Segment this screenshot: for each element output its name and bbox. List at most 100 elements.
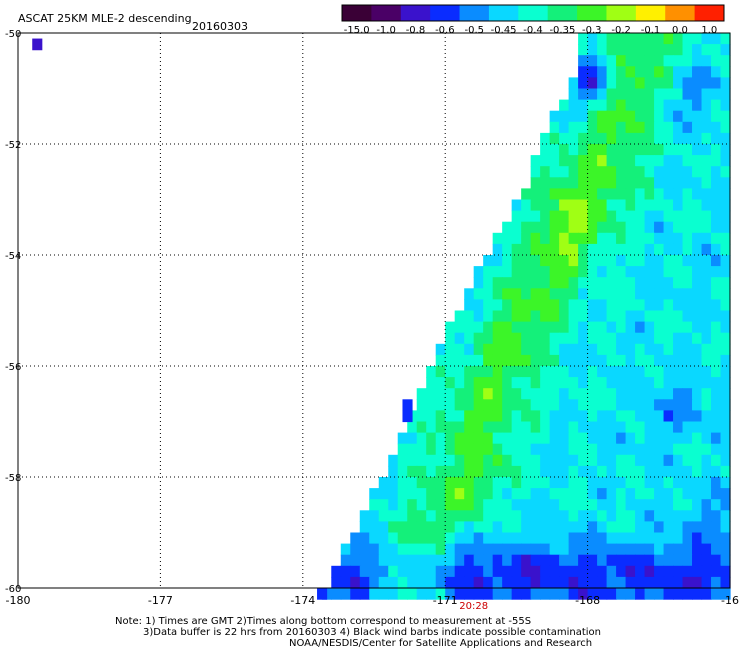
data-cell: [635, 77, 646, 90]
data-cell: [559, 366, 570, 378]
data-cell: [511, 199, 522, 212]
data-cell: [397, 432, 408, 445]
data-cell: [540, 321, 551, 334]
data-cell: [521, 443, 532, 456]
data-cell: [426, 399, 437, 411]
data-cell: [673, 55, 684, 67]
data-cell: [521, 255, 532, 267]
data-cell: [530, 299, 541, 312]
data-cell: [559, 499, 570, 511]
colorbar-swatch: [518, 5, 549, 21]
data-cell: [673, 443, 684, 456]
data-cell: [568, 399, 579, 411]
data-cell: [625, 110, 636, 123]
data-cell: [682, 421, 693, 434]
data-cell: [635, 155, 646, 167]
data-cell: [549, 421, 560, 434]
data-cell: [654, 366, 665, 378]
data-cell: [359, 510, 370, 522]
data-cell: [568, 310, 579, 323]
data-cell: [483, 277, 494, 289]
data-cell: [549, 454, 560, 467]
data-cell: [407, 443, 418, 456]
data-cell: [426, 554, 437, 567]
data-cell: [606, 354, 617, 367]
data-cell: [473, 521, 484, 534]
data-cell: [568, 299, 579, 312]
data-cell: [616, 144, 627, 156]
colorbar-swatch: [400, 5, 431, 21]
data-cell: [654, 543, 665, 556]
data-cell: [435, 576, 446, 589]
data-cell: [587, 321, 598, 334]
data-cell: [473, 576, 484, 589]
data-cell: [654, 388, 665, 400]
data-cell: [654, 166, 665, 178]
data-cell: [549, 554, 560, 567]
data-cell: [568, 121, 579, 134]
data-cell: [454, 399, 465, 411]
data-cell: [549, 310, 560, 323]
data-cell: [464, 321, 475, 334]
data-cell: [692, 354, 703, 367]
data-cell: [511, 255, 522, 267]
data-cell: [635, 232, 646, 245]
data-cell: [454, 554, 465, 567]
data-cell: [511, 576, 522, 589]
data-cell: [654, 532, 665, 545]
data-cell: [673, 255, 684, 267]
data-cell: [454, 543, 465, 556]
data-cell: [701, 166, 712, 178]
data-cell: [426, 432, 437, 445]
data-cell: [720, 521, 731, 534]
data-cell: [720, 110, 731, 123]
data-cell: [644, 88, 655, 101]
data-cell: [388, 477, 399, 489]
data-cell: [606, 288, 617, 300]
note-line-3: NOAA/NESDIS/Center for Satellite Applica…: [289, 638, 593, 649]
data-cell: [568, 199, 579, 212]
data-cell: [682, 410, 693, 423]
data-cell: [549, 132, 560, 145]
data-cell: [597, 543, 608, 556]
data-cell: [711, 121, 722, 134]
data-cell: [597, 288, 608, 300]
data-cell: [644, 277, 655, 289]
data-cell: [407, 565, 418, 578]
data-cell: [587, 399, 598, 411]
data-cell: [445, 554, 456, 567]
data-cell: [559, 243, 570, 256]
data-cell: [663, 310, 674, 323]
data-cell: [616, 410, 627, 423]
data-cell: [578, 388, 589, 400]
data-cell: [711, 366, 722, 378]
data-cell: [578, 399, 589, 411]
data-cell: [644, 121, 655, 134]
data-cell: [426, 377, 437, 389]
data-cell: [435, 565, 446, 578]
data-cell: [549, 543, 560, 556]
data-cell: [644, 399, 655, 411]
data-cell: [597, 377, 608, 389]
data-cell: [635, 443, 646, 456]
data-cell: [654, 332, 665, 345]
data-cell: [350, 588, 361, 600]
data-cell: [445, 477, 456, 489]
data-cell: [682, 554, 693, 567]
data-cell: [511, 488, 522, 500]
data-cell: [673, 155, 684, 167]
data-cell: [711, 321, 722, 334]
data-cell: [673, 432, 684, 445]
data-cell: [559, 477, 570, 489]
data-cell: [568, 443, 579, 456]
data-cell: [711, 499, 722, 511]
data-cell: [540, 421, 551, 434]
data-cell: [530, 432, 541, 445]
data-cell: [549, 588, 560, 600]
data-cell: [511, 521, 522, 534]
data-cell: [568, 132, 579, 145]
data-cell: [720, 499, 731, 511]
data-cell: [578, 55, 589, 67]
data-cell: [483, 554, 494, 567]
data-cell: [445, 410, 456, 423]
